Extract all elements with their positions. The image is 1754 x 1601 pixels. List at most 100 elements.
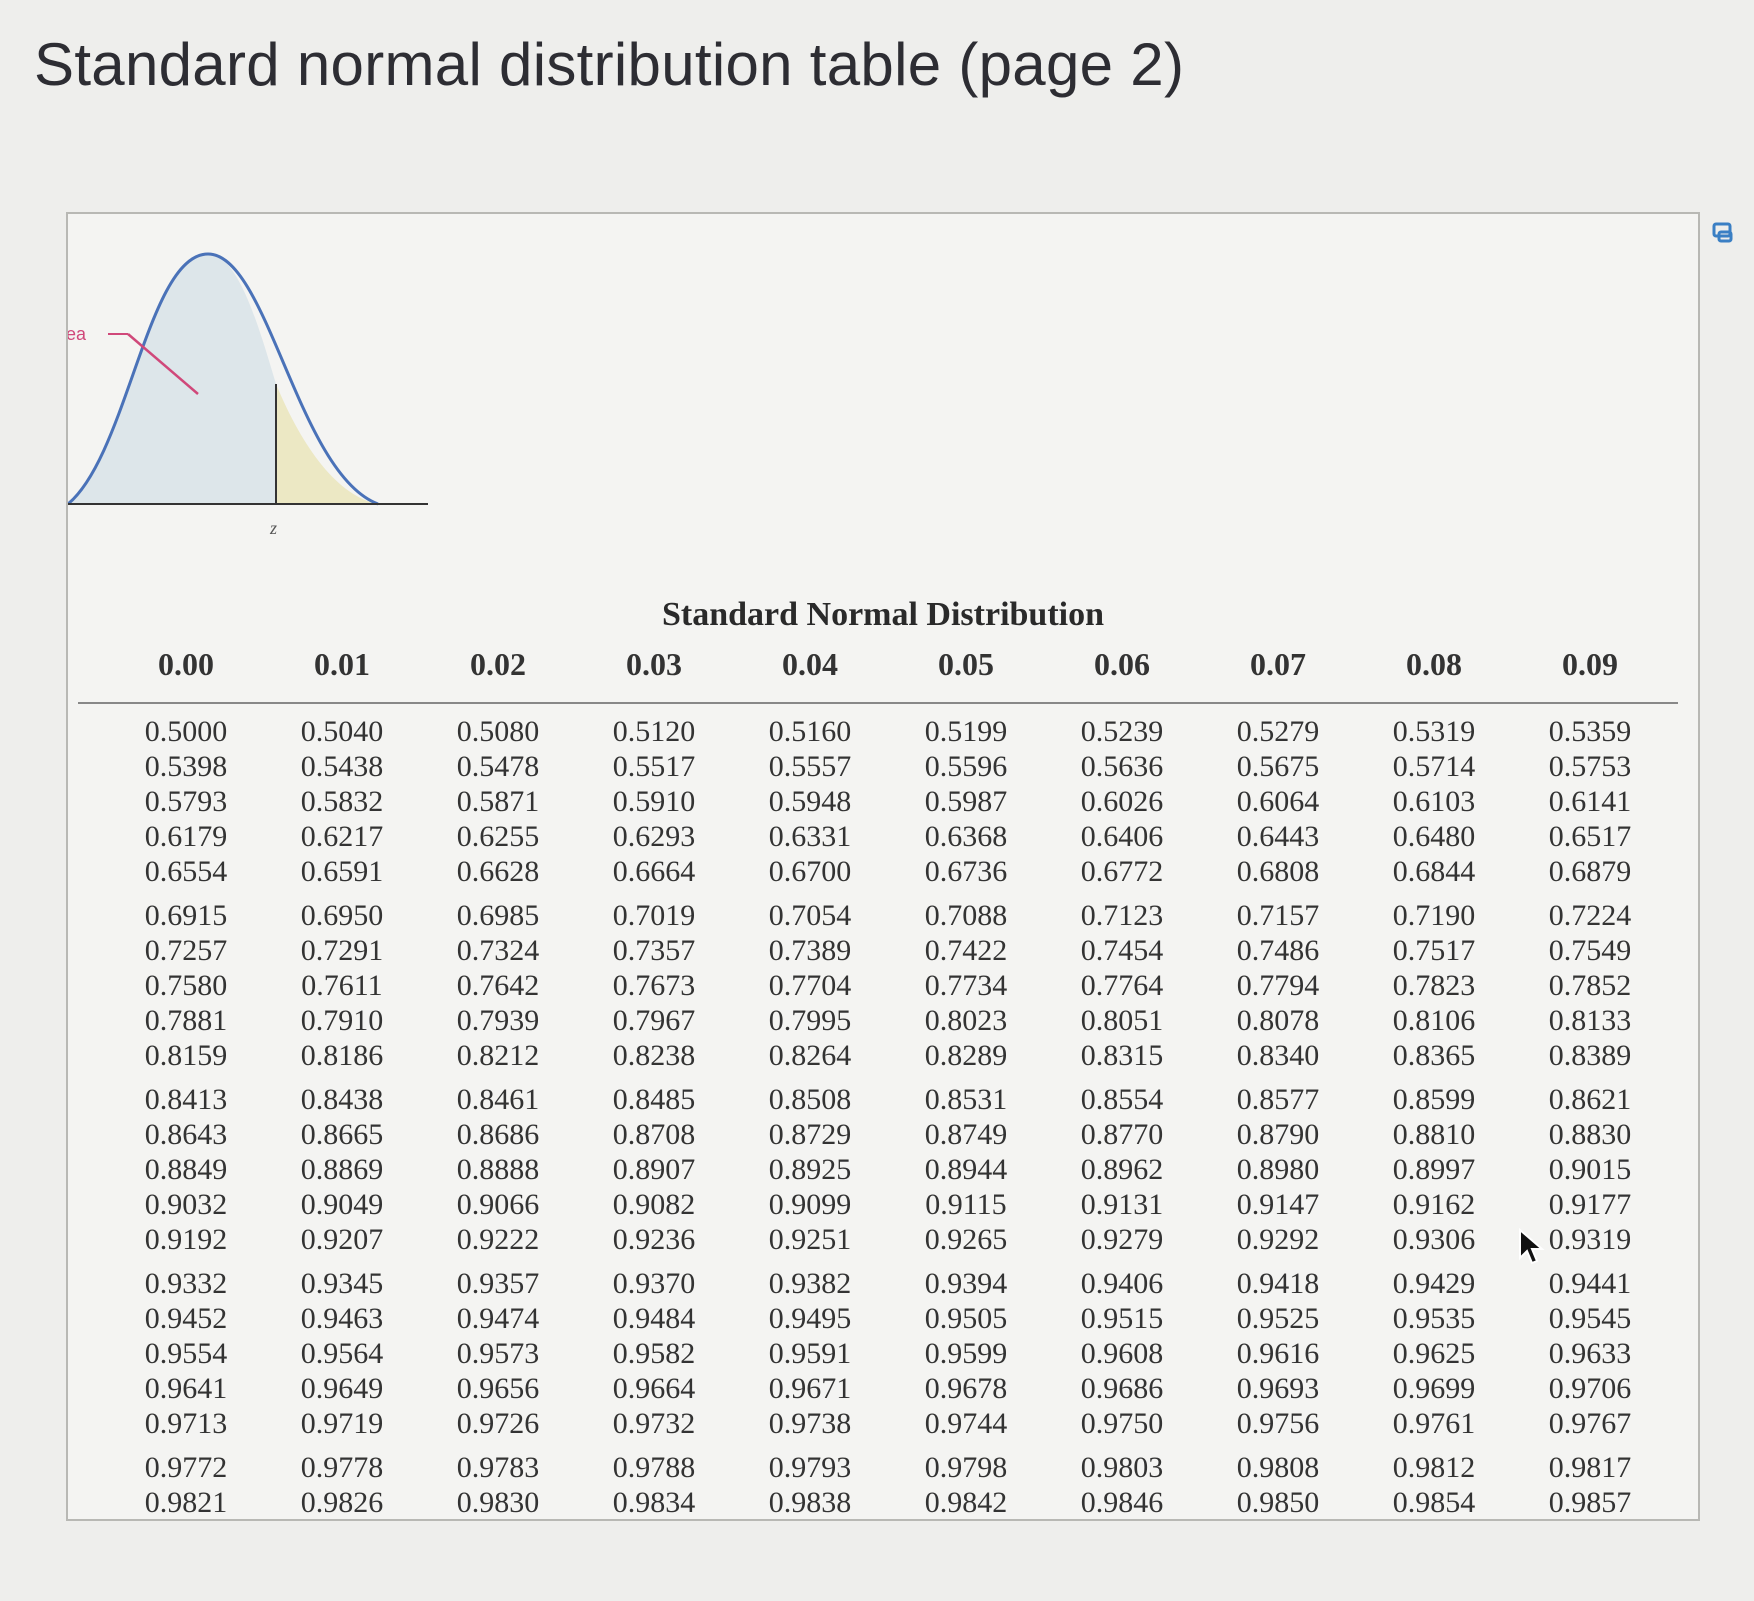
table-cell: 0.7054 — [768, 899, 852, 932]
table-cell: 0.7852 — [1548, 969, 1632, 1002]
table-cell: 0.7389 — [768, 934, 852, 967]
table-cell: 0.9793 — [768, 1451, 852, 1484]
table-cell: 0.6255 — [456, 820, 540, 853]
table-cell: 0.8925 — [768, 1153, 852, 1186]
table-row: 0.8643 0.8665 0.8686 0.8708 0.8729 0.8749 0.87… — [108, 1117, 1668, 1152]
table-cell: 0.9554 — [144, 1337, 228, 1370]
table-cell: 0.5832 — [300, 785, 384, 818]
table-cell: 0.7486 — [1236, 934, 1320, 967]
table-cell: 0.5948 — [768, 785, 852, 818]
table-cell: 0.6879 — [1548, 855, 1632, 888]
table-cell: 0.6950 — [300, 899, 384, 932]
table-cell: 0.7673 — [612, 969, 696, 1002]
table-row: 0.6179 0.6217 0.6255 0.6293 0.6331 0.6368 0.64… — [108, 819, 1668, 854]
table-cell: 0.8944 — [924, 1153, 1008, 1186]
table-cell: 0.8729 — [768, 1118, 852, 1151]
table-cell: 0.6808 — [1236, 855, 1320, 888]
table-cell: 0.9251 — [768, 1223, 852, 1256]
table-cell: 0.8708 — [612, 1118, 696, 1151]
z-label: z — [269, 518, 277, 538]
table-cell: 0.6480 — [1392, 820, 1476, 853]
table-row: 0.9821 0.9826 0.9830 0.9834 0.9838 0.9842 0.98… — [108, 1485, 1668, 1519]
table-cell: 0.9732 — [612, 1407, 696, 1440]
table-cell: 0.6026 — [1080, 785, 1164, 818]
table-cell: 0.9545 — [1548, 1302, 1632, 1335]
table-cell: 0.9761 — [1392, 1407, 1476, 1440]
table-cell: 0.7157 — [1236, 899, 1320, 932]
table-cell: 0.7734 — [924, 969, 1008, 1002]
table-cell: 0.9854 — [1392, 1486, 1476, 1519]
table-cell: 0.5359 — [1548, 715, 1632, 748]
table-cell: 0.6217 — [300, 820, 384, 853]
table-cell: 0.9418 — [1236, 1267, 1320, 1300]
table-cell: 0.8438 — [300, 1083, 384, 1116]
table-cell: 0.8485 — [612, 1083, 696, 1116]
curve-area-fill — [68, 254, 276, 504]
table-cell: 0.9525 — [1236, 1302, 1320, 1335]
copy-icon[interactable] — [1710, 218, 1736, 244]
table-cell: 0.9066 — [456, 1188, 540, 1221]
row-group: 0.8413 0.8438 0.8461 0.8485 0.8508 0.8531 0.85… — [108, 1082, 1668, 1257]
table-cell: 0.9591 — [768, 1337, 852, 1370]
table-cell: 0.8554 — [1080, 1083, 1164, 1116]
table-cell: 0.8997 — [1392, 1153, 1476, 1186]
table-cell: 0.7454 — [1080, 934, 1164, 967]
table-cell: 0.9821 — [144, 1486, 228, 1519]
header-divider — [78, 702, 1678, 704]
table-cell: 0.9608 — [1080, 1337, 1164, 1370]
table-cell: 0.8389 — [1548, 1039, 1632, 1072]
table-row: 0.9641 0.9649 0.9656 0.9664 0.9671 0.9678 0.96… — [108, 1371, 1668, 1406]
table-cell: 0.6628 — [456, 855, 540, 888]
table-cell: 0.9582 — [612, 1337, 696, 1370]
table-cell: 0.9767 — [1548, 1407, 1632, 1440]
table-row: 0.8849 0.8869 0.8888 0.8907 0.8925 0.8944 0.89… — [108, 1152, 1668, 1187]
table-cell: 0.5040 — [300, 715, 384, 748]
table-cell: 0.9319 — [1548, 1223, 1632, 1256]
table-cell: 0.7357 — [612, 934, 696, 967]
table-cell: 0.9726 — [456, 1407, 540, 1440]
table-cell: 0.9808 — [1236, 1451, 1320, 1484]
table-cell: 0.5160 — [768, 715, 852, 748]
table-row: 0.6554 0.6591 0.6628 0.6664 0.6700 0.6736 0.67… — [108, 854, 1668, 889]
table-cell: 0.8023 — [924, 1004, 1008, 1037]
table-cell: 0.9505 — [924, 1302, 1008, 1335]
table-cell: 0.6844 — [1392, 855, 1476, 888]
table-cell: 0.9515 — [1080, 1302, 1164, 1335]
table-cell: 0.9857 — [1548, 1486, 1632, 1519]
table-cell: 0.8790 — [1236, 1118, 1320, 1151]
table-cell: 0.8869 — [300, 1153, 384, 1186]
table-cell: 0.8830 — [1548, 1118, 1632, 1151]
table-cell: 0.5636 — [1080, 750, 1164, 783]
table-cell: 0.8461 — [456, 1083, 540, 1116]
table-cell: 0.9345 — [300, 1267, 384, 1300]
table-cell: 0.5714 — [1392, 750, 1476, 783]
column-header: 0.03 — [626, 646, 682, 682]
table-cell: 0.9032 — [144, 1188, 228, 1221]
table-cell: 0.5080 — [456, 715, 540, 748]
table-cell: 0.6406 — [1080, 820, 1164, 853]
table-cell: 0.8159 — [144, 1039, 228, 1072]
table-cell: 0.7123 — [1080, 899, 1164, 932]
column-header: 0.06 — [1094, 646, 1150, 682]
table-cell: 0.9846 — [1080, 1486, 1164, 1519]
table-row: 0.8413 0.8438 0.8461 0.8485 0.8508 0.8531 0.85… — [108, 1082, 1668, 1117]
table-cell: 0.9207 — [300, 1223, 384, 1256]
table-cell: 0.9429 — [1392, 1267, 1476, 1300]
table-cell: 0.9406 — [1080, 1267, 1164, 1300]
column-header: 0.01 — [314, 646, 370, 682]
table-cell: 0.9830 — [456, 1486, 540, 1519]
table-cell: 0.9838 — [768, 1486, 852, 1519]
table-cell: 0.9803 — [1080, 1451, 1164, 1484]
table-cell: 0.9641 — [144, 1372, 228, 1405]
table-cell: 0.9332 — [144, 1267, 228, 1300]
table-cell: 0.5987 — [924, 785, 1008, 818]
table-cell: 0.9564 — [300, 1337, 384, 1370]
table-cell: 0.5793 — [144, 785, 228, 818]
table-cell: 0.7995 — [768, 1004, 852, 1037]
table-cell: 0.9750 — [1080, 1407, 1164, 1440]
table-cell: 0.8133 — [1548, 1004, 1632, 1037]
table-cell: 0.7088 — [924, 899, 1008, 932]
table-cell: 0.9441 — [1548, 1267, 1632, 1300]
table-cell: 0.9756 — [1236, 1407, 1320, 1440]
table-cell: 0.5199 — [924, 715, 1008, 748]
